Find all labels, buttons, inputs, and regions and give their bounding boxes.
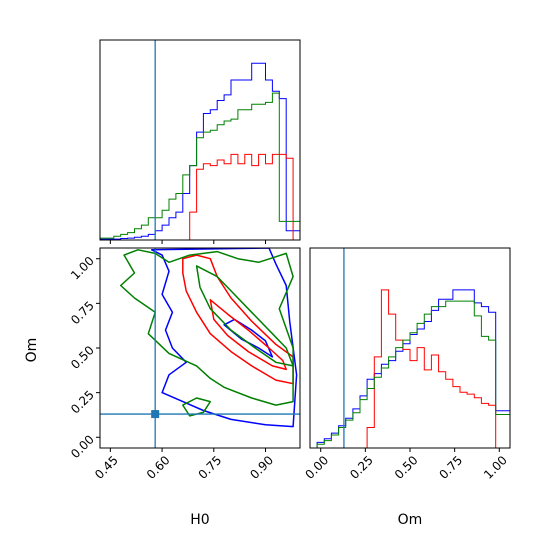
- contour-series_b: [182, 254, 294, 385]
- x-tick-label: 0.90: [247, 453, 276, 482]
- y-tick-label: 0.75: [68, 298, 97, 327]
- om-y-axis-label: Om: [24, 338, 40, 363]
- x-tick-label: 0.50: [392, 453, 421, 482]
- contour-series_a: [150, 248, 298, 428]
- histogram-series-series_c: [100, 92, 300, 240]
- joint-y-ticks: 0.00 0.25 0.50 0.75 1.00: [68, 254, 100, 461]
- y-tick-label: 0.50: [68, 343, 97, 372]
- x-tick-label: 0.60: [144, 453, 173, 482]
- h0-marginal-frame: [99, 39, 301, 241]
- h0-histograms: [100, 62, 300, 240]
- contour-series_c: [195, 265, 294, 367]
- om-x-axis-label: Om: [398, 512, 423, 528]
- y-tick-label: 1.00: [68, 254, 97, 283]
- h0-x-axis-label: H0: [190, 512, 209, 528]
- histogram-series-series_a: [310, 289, 510, 448]
- x-tick-label: 0.75: [436, 453, 465, 482]
- joint-truth-crosshair: [100, 248, 300, 448]
- om-x-ticks: 0.00 0.25 0.50 0.75 1.00: [303, 448, 510, 482]
- om-histograms: [310, 289, 510, 448]
- truth-marker: [151, 410, 160, 419]
- joint-contours: [119, 248, 298, 428]
- x-tick-label: 0.45: [92, 453, 121, 482]
- y-tick-label: 0.00: [68, 432, 97, 461]
- om-marginal-panel: 0.00 0.25 0.50 0.75 1.00 Om: [303, 247, 511, 528]
- joint-x-ticks: 0.45 0.60 0.75 0.90: [92, 448, 276, 482]
- y-tick-label: 0.25: [68, 388, 97, 417]
- joint-2d-panel: 0.45 0.60 0.75 0.90 0.00 0.25 0.50 0.75 1.00 H0…: [24, 247, 301, 528]
- x-tick-label: 0.25: [347, 453, 376, 482]
- histogram-series-series_b: [100, 153, 300, 240]
- h0-marginal-panel: [99, 39, 301, 244]
- histogram-series-series_c: [310, 300, 510, 448]
- h0-marginal-ticks: [109, 240, 267, 244]
- om-marginal-frame: [309, 247, 511, 449]
- x-tick-label: 0.75: [196, 453, 225, 482]
- x-tick-label: 0.00: [303, 453, 332, 482]
- x-tick-label: 1.00: [481, 453, 510, 482]
- contour-series_b: [209, 299, 287, 371]
- histogram-series-series_a: [100, 62, 300, 240]
- histogram-series-series_b: [310, 289, 510, 448]
